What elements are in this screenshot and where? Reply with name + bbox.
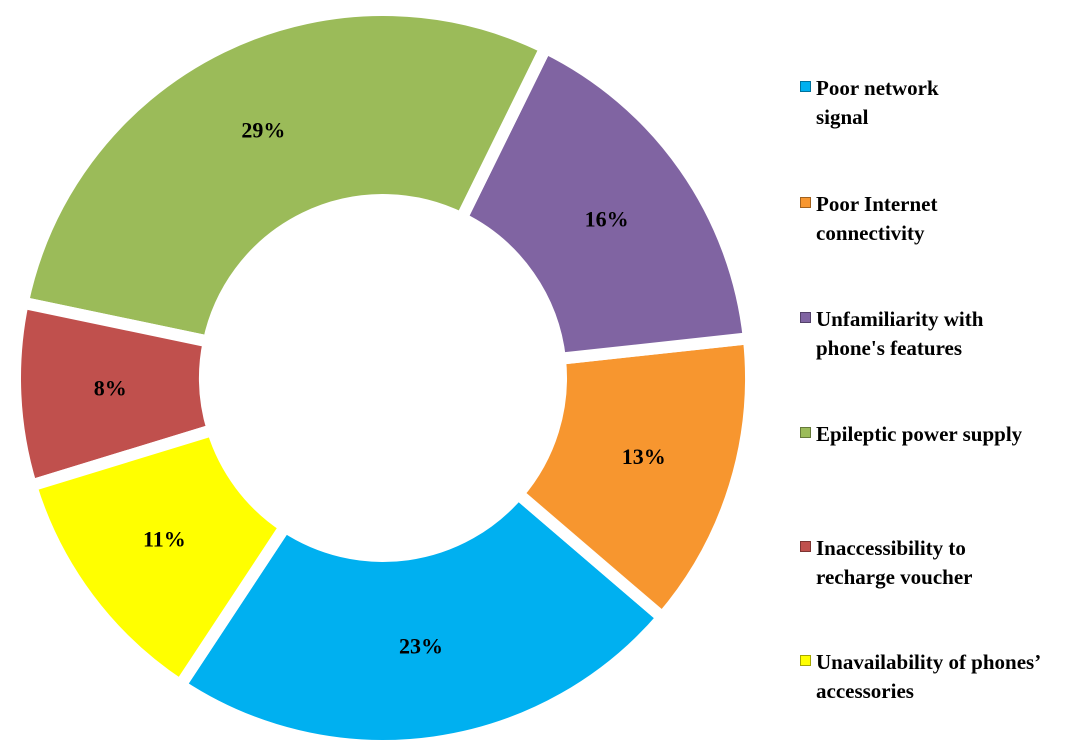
legend-item: Epileptic power supply	[800, 420, 1046, 449]
data-label: 8%	[94, 375, 127, 400]
legend-swatch	[800, 312, 811, 323]
donut-segment	[23, 422, 294, 694]
legend-swatch	[800, 655, 811, 666]
legend-swatch	[800, 197, 811, 208]
legend-swatch	[800, 541, 811, 552]
legend-item: Unfamiliarity with phone's features	[800, 305, 1046, 363]
legend-label: Unavailability of phones’ accessories	[816, 650, 1040, 703]
data-label: 11%	[143, 527, 186, 552]
data-label: 23%	[399, 633, 443, 658]
donut-segment	[453, 39, 756, 366]
legend-swatch	[800, 81, 811, 92]
donut-segment	[15, 4, 554, 349]
donut-segment	[509, 331, 757, 626]
legend-label: Epileptic power supply	[816, 422, 1023, 446]
legend-label: Poor network signal	[816, 76, 939, 129]
legend-label: Inaccessibility to recharge voucher	[816, 536, 973, 589]
data-label: 13%	[622, 444, 666, 469]
legend-swatch	[800, 427, 811, 438]
legend-label: Unfamiliarity with phone's features	[816, 307, 984, 360]
legend-item: Poor network signal	[800, 74, 986, 132]
data-label: 29%	[241, 118, 285, 143]
legend-label: Poor Internet connectivity	[816, 192, 938, 245]
legend-item: Inaccessibility to recharge voucher	[800, 534, 1046, 592]
data-label: 16%	[585, 206, 629, 231]
legend-item: Unavailability of phones’ accessories	[800, 648, 1056, 706]
donut-segment	[172, 485, 671, 744]
chart: 23% 13% 16% 29% 8% 11%	[15, 4, 757, 744]
legend-item: Poor Internet connectivity	[800, 190, 986, 248]
